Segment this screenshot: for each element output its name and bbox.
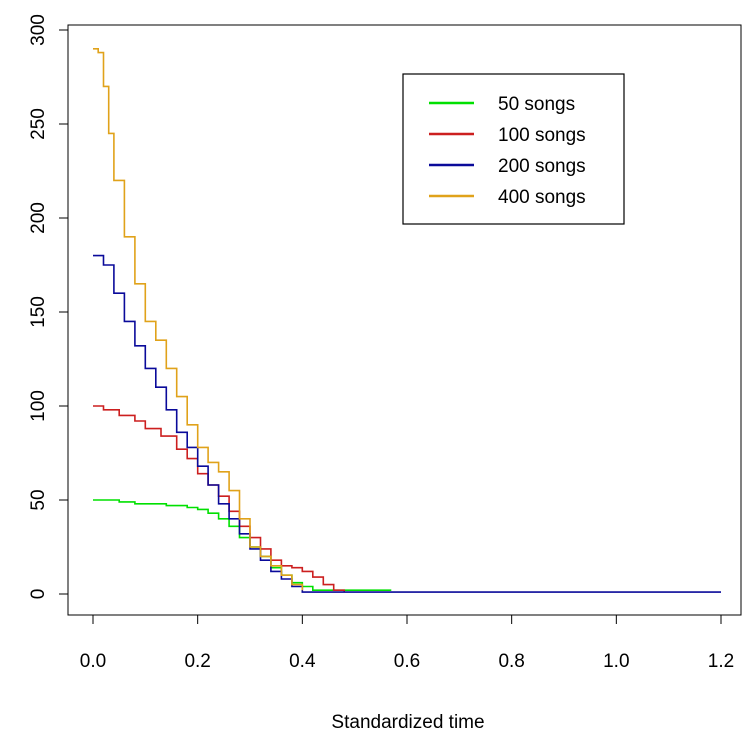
series-layer <box>93 48 721 593</box>
y-tick-label: 200 <box>28 202 49 234</box>
y-tick-label: 100 <box>28 390 49 422</box>
x-axis-title: Standardized time <box>331 712 484 733</box>
x-tick-label: 1.2 <box>708 651 734 672</box>
legend-box <box>402 73 625 225</box>
x-tick-label: 0.4 <box>289 651 316 672</box>
legend: 50 songs 100 songs 200 songs 400 songs <box>402 73 625 225</box>
y-tick-label: 50 <box>28 489 49 510</box>
series-line <box>93 48 304 591</box>
x-tick-label: 0.2 <box>184 651 210 672</box>
x-tick-label: 0.6 <box>394 651 420 672</box>
series-line <box>93 254 721 593</box>
legend-label: 400 songs <box>498 187 586 208</box>
x-tick-label: 0.8 <box>498 651 524 672</box>
legend-label: 50 songs <box>498 94 575 115</box>
axes: 0.0 0.2 0.4 0.6 0.8 1.0 1.2 0 50 100 150 200 250 300 <box>28 14 742 672</box>
y-tick-label: 0 <box>28 589 49 600</box>
y-tick-label: 150 <box>28 296 49 328</box>
x-tick-label: 0.0 <box>80 651 106 672</box>
legend-label: 200 songs <box>498 156 586 177</box>
x-tick-label: 1.0 <box>603 651 629 672</box>
legend-label: 100 songs <box>498 125 586 146</box>
y-tick-label: 250 <box>28 108 49 140</box>
series-line <box>93 499 392 591</box>
y-tick-label: 300 <box>28 14 49 46</box>
